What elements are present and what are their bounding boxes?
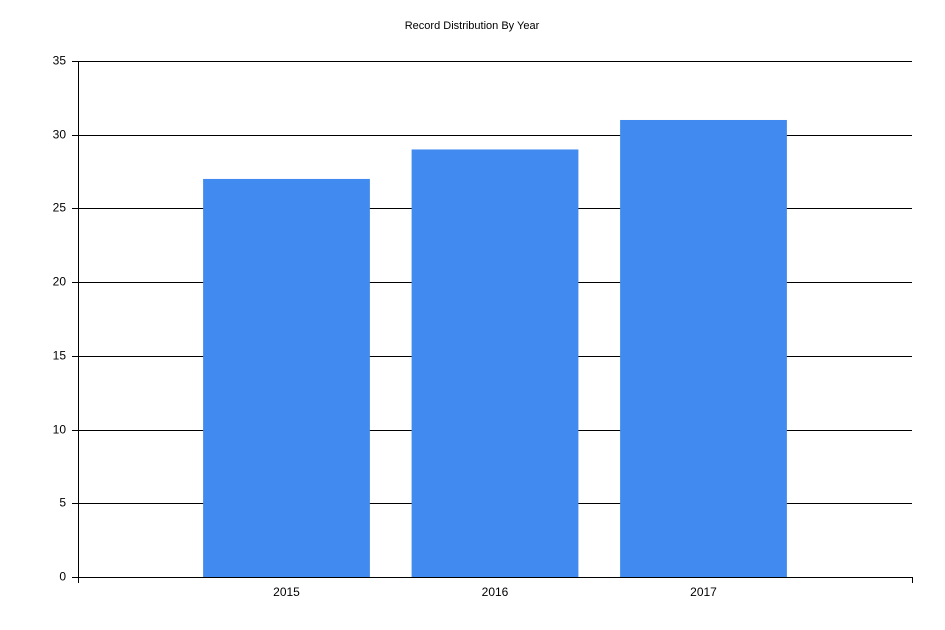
y-tick-label: 15 <box>53 349 67 363</box>
y-tick-label: 5 <box>59 496 66 510</box>
chart-title: Record Distribution By Year <box>405 20 540 32</box>
y-tick-label: 10 <box>53 423 67 437</box>
y-tick-label: 25 <box>53 201 67 215</box>
y-tick-label: 20 <box>53 275 67 289</box>
x-tick-label: 2015 <box>273 585 300 599</box>
bar <box>620 119 787 577</box>
y-tick-label: 35 <box>53 54 67 68</box>
bar <box>203 178 370 577</box>
y-tick-label: 30 <box>53 128 67 142</box>
x-tick-label: 2017 <box>690 585 717 599</box>
bar <box>411 149 579 577</box>
y-tick-label: 0 <box>59 570 66 584</box>
x-tick-label: 2016 <box>482 585 509 599</box>
